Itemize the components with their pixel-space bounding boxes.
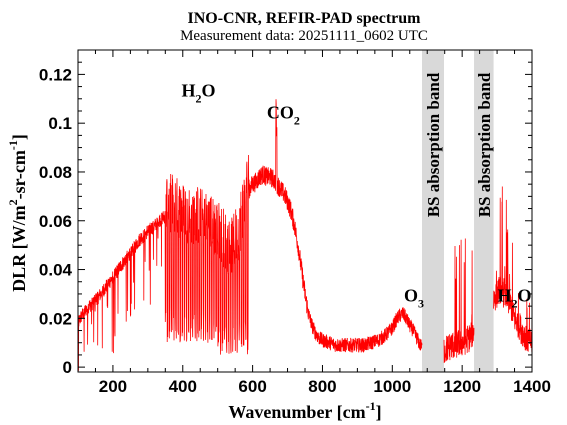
y-tick-label: 0.1 — [48, 114, 72, 133]
y-axis-label-part3: ] — [9, 134, 29, 140]
y-tick-label: 0.02 — [39, 309, 72, 328]
annotation-h2o-left: H2O — [181, 80, 215, 105]
chart-subtitle: Measurement data: 20251111_0602 UTC — [180, 28, 428, 44]
chart-title: INO-CNR, REFIR-PAD spectrum — [187, 10, 421, 27]
x-tick-label: 1400 — [513, 377, 551, 396]
y-axis: 0 0.02 0.04 0.06 0.08 0.1 0.12 — [39, 49, 532, 377]
x-tick-label: 600 — [238, 377, 266, 396]
y-axis-label: DLR [W/m2-sr-cm-1] — [6, 134, 29, 292]
absorption-band-2 — [474, 50, 494, 372]
absorption-band-1 — [421, 50, 444, 372]
x-tick-label: 1200 — [443, 377, 481, 396]
x-tick-label: 200 — [99, 377, 127, 396]
y-axis-label-part2: -sr-cm — [9, 150, 29, 199]
x-tick-label: 400 — [169, 377, 197, 396]
x-axis-label-sup: -1 — [366, 399, 376, 413]
spectrum-line — [78, 99, 532, 371]
x-axis-label: Wavenumber [cm-1] — [228, 399, 381, 422]
x-axis-label-end: ] — [376, 402, 382, 422]
absorption-band-label-1: BS absorption band — [424, 72, 443, 217]
y-axis-label-sup2: -1 — [6, 140, 20, 150]
y-axis-label-part1: DLR [W/m — [9, 205, 29, 292]
annotations: H2O CO2 O3 H2O — [181, 80, 531, 310]
x-axis-label-base: Wavenumber [cm — [228, 402, 365, 422]
y-axis-label-sup1: 2 — [6, 199, 20, 205]
x-axis: 200 400 600 800 1000 1200 1400 — [77, 50, 551, 396]
spectrum-series — [78, 99, 532, 371]
y-tick-label: 0 — [63, 358, 72, 377]
annotation-o3: O3 — [404, 285, 424, 310]
absorption-bands: BS absorption band BS absorption band — [421, 50, 494, 372]
x-tick-label: 800 — [308, 377, 336, 396]
x-tick-label: 1000 — [373, 377, 411, 396]
absorption-band-label-2: BS absorption band — [475, 72, 494, 217]
y-tick-label: 0.04 — [39, 261, 73, 280]
y-tick-label: 0.06 — [39, 212, 72, 231]
annotation-h2o-right: H2O — [498, 285, 532, 310]
annotation-co2: CO2 — [267, 102, 300, 127]
y-tick-label: 0.08 — [39, 163, 72, 182]
y-tick-label: 0.12 — [39, 65, 72, 84]
